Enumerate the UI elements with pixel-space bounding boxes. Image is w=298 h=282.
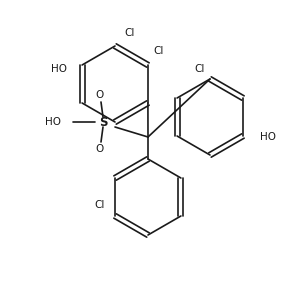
Text: Cl: Cl	[195, 64, 205, 74]
Text: HO: HO	[51, 64, 67, 74]
Text: O: O	[95, 90, 103, 100]
Text: HO: HO	[260, 132, 276, 142]
Text: S: S	[99, 116, 107, 129]
Text: Cl: Cl	[95, 200, 105, 210]
Text: Cl: Cl	[153, 46, 163, 56]
Text: HO: HO	[45, 117, 61, 127]
Text: Cl: Cl	[125, 28, 135, 38]
Text: O: O	[95, 144, 103, 154]
